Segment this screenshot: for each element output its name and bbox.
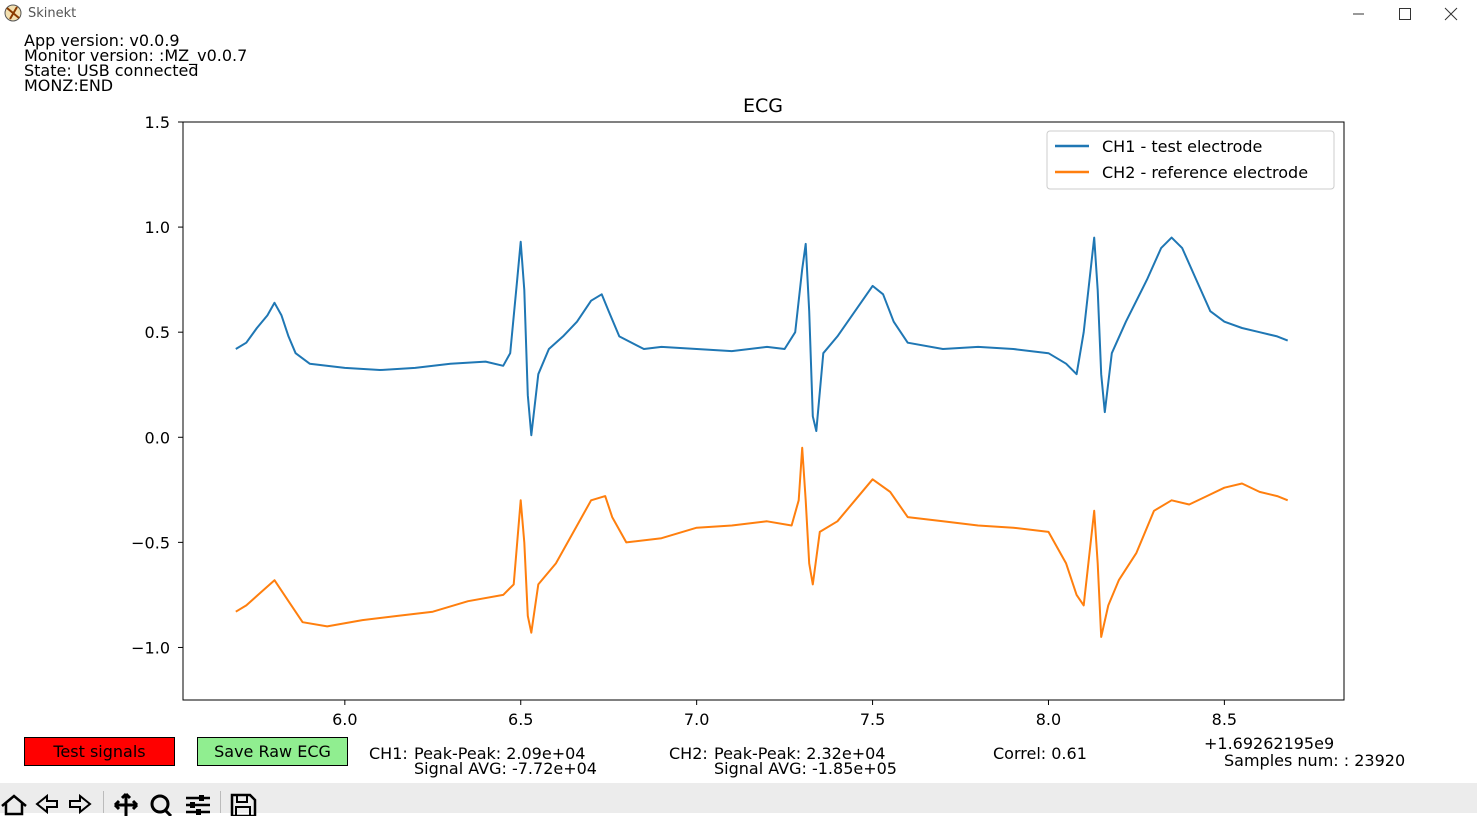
state-text: State: USB connected: [24, 61, 199, 80]
app-logo-icon: [4, 4, 22, 22]
y-tick-label: 1.0: [145, 218, 170, 237]
save-icon[interactable]: [229, 792, 257, 816]
ch1-peak-peak: Peak-Peak: 2.09e+04: [414, 744, 586, 763]
info-panel: App version: v0.0.9 Monitor version: :MZ…: [24, 31, 248, 95]
monitor-version-text: Monitor version: :MZ_v0.0.7: [24, 46, 248, 65]
x-tick-label: 6.0: [332, 710, 357, 729]
toolbar-separator: [220, 791, 221, 813]
x-tick-label: 7.0: [684, 710, 709, 729]
ch2-peak-peak: Peak-Peak: 2.32e+04: [714, 744, 886, 763]
ch1-label: CH1:: [369, 744, 408, 763]
time-offset-text: +1.69262195e9: [1204, 734, 1335, 753]
maximize-icon: [1399, 8, 1411, 20]
y-tick-label: 0.0: [145, 428, 170, 447]
legend-box: [1046, 130, 1335, 190]
save-raw-ecg-button[interactable]: Save Raw ECG: [197, 737, 348, 766]
x-tick-label: 7.5: [860, 710, 885, 729]
chart-title: ECG: [743, 95, 783, 117]
window-title: Skinekt: [28, 6, 77, 21]
minimize-button[interactable]: [1336, 0, 1382, 28]
home-icon[interactable]: [0, 792, 28, 816]
title-bar: Skinekt: [0, 0, 1477, 28]
navigation-toolbar: [0, 783, 1477, 816]
test-signals-button[interactable]: Test signals: [24, 737, 175, 766]
configure-icon[interactable]: [184, 792, 212, 816]
samples-num-text: Samples num: : 23920: [1224, 751, 1406, 770]
x-tick-label: 6.5: [508, 710, 533, 729]
close-icon: [1444, 7, 1458, 21]
ecg-chart[interactable]: ECG 1.5 1.0 0.5 0.0 −0.5 −1.0 6.0 6.5 7.0 7.5 8.0…: [0, 90, 1477, 740]
legend: CH1 - test electrode CH2 - reference elec…: [1046, 130, 1335, 190]
minimize-icon: [1353, 13, 1364, 15]
app-version-text: App version: v0.0.9: [24, 31, 180, 50]
close-button[interactable]: [1428, 0, 1474, 28]
monz-text: MONZ:END: [24, 76, 114, 95]
plot-area: [182, 121, 1345, 701]
ch2-signal-avg: Signal AVG: -1.85e+05: [714, 759, 897, 778]
maximize-button[interactable]: [1382, 0, 1428, 28]
y-tick-label: 0.5: [145, 323, 170, 342]
legend-label: CH2 - reference electrode: [1102, 163, 1308, 182]
back-icon[interactable]: [33, 792, 61, 816]
y-tick-label: 1.5: [145, 113, 170, 132]
legend-label: CH1 - test electrode: [1102, 137, 1262, 156]
toolbar-separator: [103, 791, 104, 813]
x-axis: 6.0 6.5 7.0 7.5 8.0 8.5: [332, 700, 1237, 729]
ch2-label: CH2:: [669, 744, 708, 763]
forward-icon[interactable]: [66, 792, 94, 816]
y-tick-label: −1.0: [131, 638, 170, 657]
zoom-icon[interactable]: [147, 792, 175, 816]
pan-icon[interactable]: [112, 792, 140, 816]
y-tick-label: −0.5: [131, 533, 170, 552]
series-line-ch2: [235, 446, 1289, 638]
series-line-ch1: [235, 236, 1289, 437]
x-tick-label: 8.5: [1212, 710, 1237, 729]
ch1-signal-avg: Signal AVG: -7.72e+04: [414, 759, 597, 778]
correlation-text: Correl: 0.61: [993, 744, 1087, 763]
plot-lines: [235, 236, 1289, 638]
x-tick-label: 8.0: [1036, 710, 1061, 729]
y-axis: 1.5 1.0 0.5 0.0 −0.5 −1.0: [131, 113, 183, 657]
